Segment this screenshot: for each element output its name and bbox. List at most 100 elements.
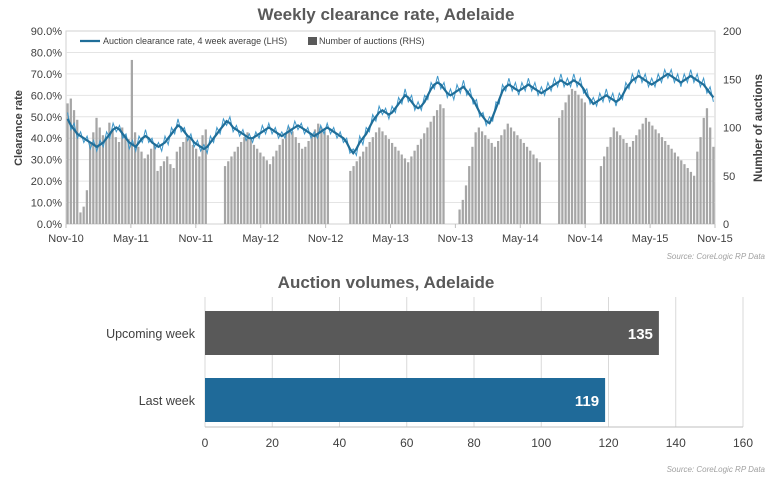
- auction-count-bar: [471, 146, 474, 224]
- auction-count-bar: [294, 137, 297, 224]
- clearance-y-tick: 20.0%: [31, 176, 62, 188]
- volumes-x-tick: 140: [666, 436, 686, 450]
- auction-count-bar: [249, 139, 252, 224]
- auction-count-bar: [98, 127, 101, 224]
- auction-count-bar: [403, 158, 407, 224]
- auction-count-bar: [435, 110, 439, 224]
- auction-count-bar: [390, 142, 394, 224]
- auction-count-bar: [204, 129, 207, 224]
- auction-count-bar: [400, 154, 403, 224]
- auction-count-bar: [85, 190, 89, 224]
- clearance-y-tick: 30.0%: [31, 155, 62, 167]
- auction-count-bar: [150, 148, 153, 224]
- auction-count-bar: [108, 122, 111, 224]
- auction-count-bar: [692, 175, 696, 224]
- auction-count-bar: [625, 142, 628, 224]
- auction-count-bar: [374, 132, 378, 224]
- auction-count-bar: [178, 146, 182, 224]
- auction-count-bar: [490, 142, 493, 224]
- auction-count-bar: [561, 110, 564, 224]
- volumes-x-ticks: 0 20 40 60 80 100 120 140 160: [202, 436, 754, 450]
- auction-count-bar: [497, 141, 500, 224]
- category-label-upcoming: Upcoming week: [106, 327, 196, 341]
- clearance-x-ticks: Nov-10 May-11 Nov-11 May-12 Nov-12 May-13 Nov-…: [48, 224, 733, 245]
- auction-count-bar: [368, 141, 371, 224]
- auction-count-bar: [352, 166, 355, 224]
- auction-count-bar: [516, 135, 519, 224]
- auction-count-bar: [188, 139, 191, 224]
- auction-count-bar: [101, 135, 105, 224]
- clearance-x-tick: Nov-15: [697, 233, 732, 245]
- auction-count-bar: [358, 156, 362, 224]
- auction-count-bar: [535, 158, 538, 224]
- auction-count-bar: [673, 152, 676, 224]
- auction-count-bar: [416, 144, 419, 224]
- auction-count-bar: [291, 131, 294, 224]
- auction-count-bar: [92, 132, 95, 224]
- auction-count-bar: [432, 115, 435, 224]
- clearance-source-note: Source: CoreLogic RP Data: [667, 252, 766, 261]
- auction-count-bar: [146, 154, 150, 224]
- auction-count-bar: [612, 127, 615, 224]
- auction-count-bar: [304, 146, 307, 224]
- clearance-x-tick: May-11: [113, 233, 149, 245]
- auction-count-bar: [140, 151, 143, 225]
- auction-count-bar: [513, 131, 516, 224]
- auction-count-bar: [493, 146, 497, 224]
- auction-count-bar: [606, 146, 609, 224]
- clearance-y-tick: 80.0%: [31, 47, 62, 59]
- auction-count-bar: [381, 131, 384, 224]
- auction-count-bar: [635, 135, 638, 224]
- auction-count-bar: [172, 168, 175, 224]
- auction-count-bar: [503, 129, 506, 224]
- auction-count-bar: [95, 117, 98, 224]
- auction-count-bar: [686, 168, 689, 224]
- category-label-last: Last week: [139, 394, 196, 408]
- auction-count-bar: [230, 156, 233, 224]
- value-label-upcoming: 135: [628, 326, 653, 343]
- auction-count-bars: [66, 59, 715, 225]
- auction-count-bar: [532, 154, 535, 224]
- clearance-x-tick: Nov-10: [48, 233, 83, 245]
- auction-count-bar: [227, 161, 230, 224]
- bar-upcoming-week: [205, 311, 659, 355]
- auction-count-bar: [538, 162, 542, 224]
- auction-count-bar: [699, 137, 702, 224]
- auction-count-bar: [105, 139, 108, 224]
- clearance-chart: Weekly clearance rate, Adelaide 0.0% 10.0…: [13, 5, 766, 261]
- auction-count-bar: [599, 166, 603, 224]
- auction-count-bar: [239, 141, 243, 224]
- auction-count-bar: [484, 135, 487, 224]
- auction-count-bar: [72, 110, 76, 224]
- auction-count-bar: [413, 150, 416, 224]
- auction-count-bar: [233, 151, 236, 225]
- auction-count-bar: [124, 135, 127, 224]
- auction-count-bar: [320, 127, 323, 224]
- clearance-x-tick: May-14: [502, 233, 539, 245]
- auction-count-bar: [474, 132, 477, 224]
- auction-count-bar: [509, 127, 513, 224]
- auction-count-bar: [407, 162, 410, 224]
- clearance-y-tick: 60.0%: [31, 90, 62, 102]
- legend-auctions-label: Number of auctions (RHS): [319, 36, 425, 46]
- auction-count-bar: [117, 141, 121, 224]
- auction-count-bar: [458, 209, 461, 224]
- clearance-x-tick: Nov-14: [567, 233, 602, 245]
- auction-count-bar: [387, 139, 391, 224]
- auction-count-bar: [297, 142, 301, 224]
- auction-count-bar: [288, 127, 291, 224]
- auction-count-bar: [182, 141, 185, 224]
- volumes-x-tick: 160: [733, 436, 753, 450]
- auction-count-bar: [696, 151, 699, 225]
- auctions-y2-axis-label: Number of auctions: [753, 74, 765, 182]
- auction-count-bar: [355, 161, 358, 224]
- auction-count-bar: [464, 185, 468, 224]
- auction-count-bar: [133, 132, 137, 224]
- volumes-x-tick: 120: [598, 436, 618, 450]
- volumes-x-tick: 80: [467, 436, 481, 450]
- auction-count-bar: [468, 166, 471, 224]
- clearance-y-tick: 50.0%: [31, 112, 62, 124]
- auction-count-bar: [660, 137, 664, 224]
- auction-count-bar: [423, 133, 426, 224]
